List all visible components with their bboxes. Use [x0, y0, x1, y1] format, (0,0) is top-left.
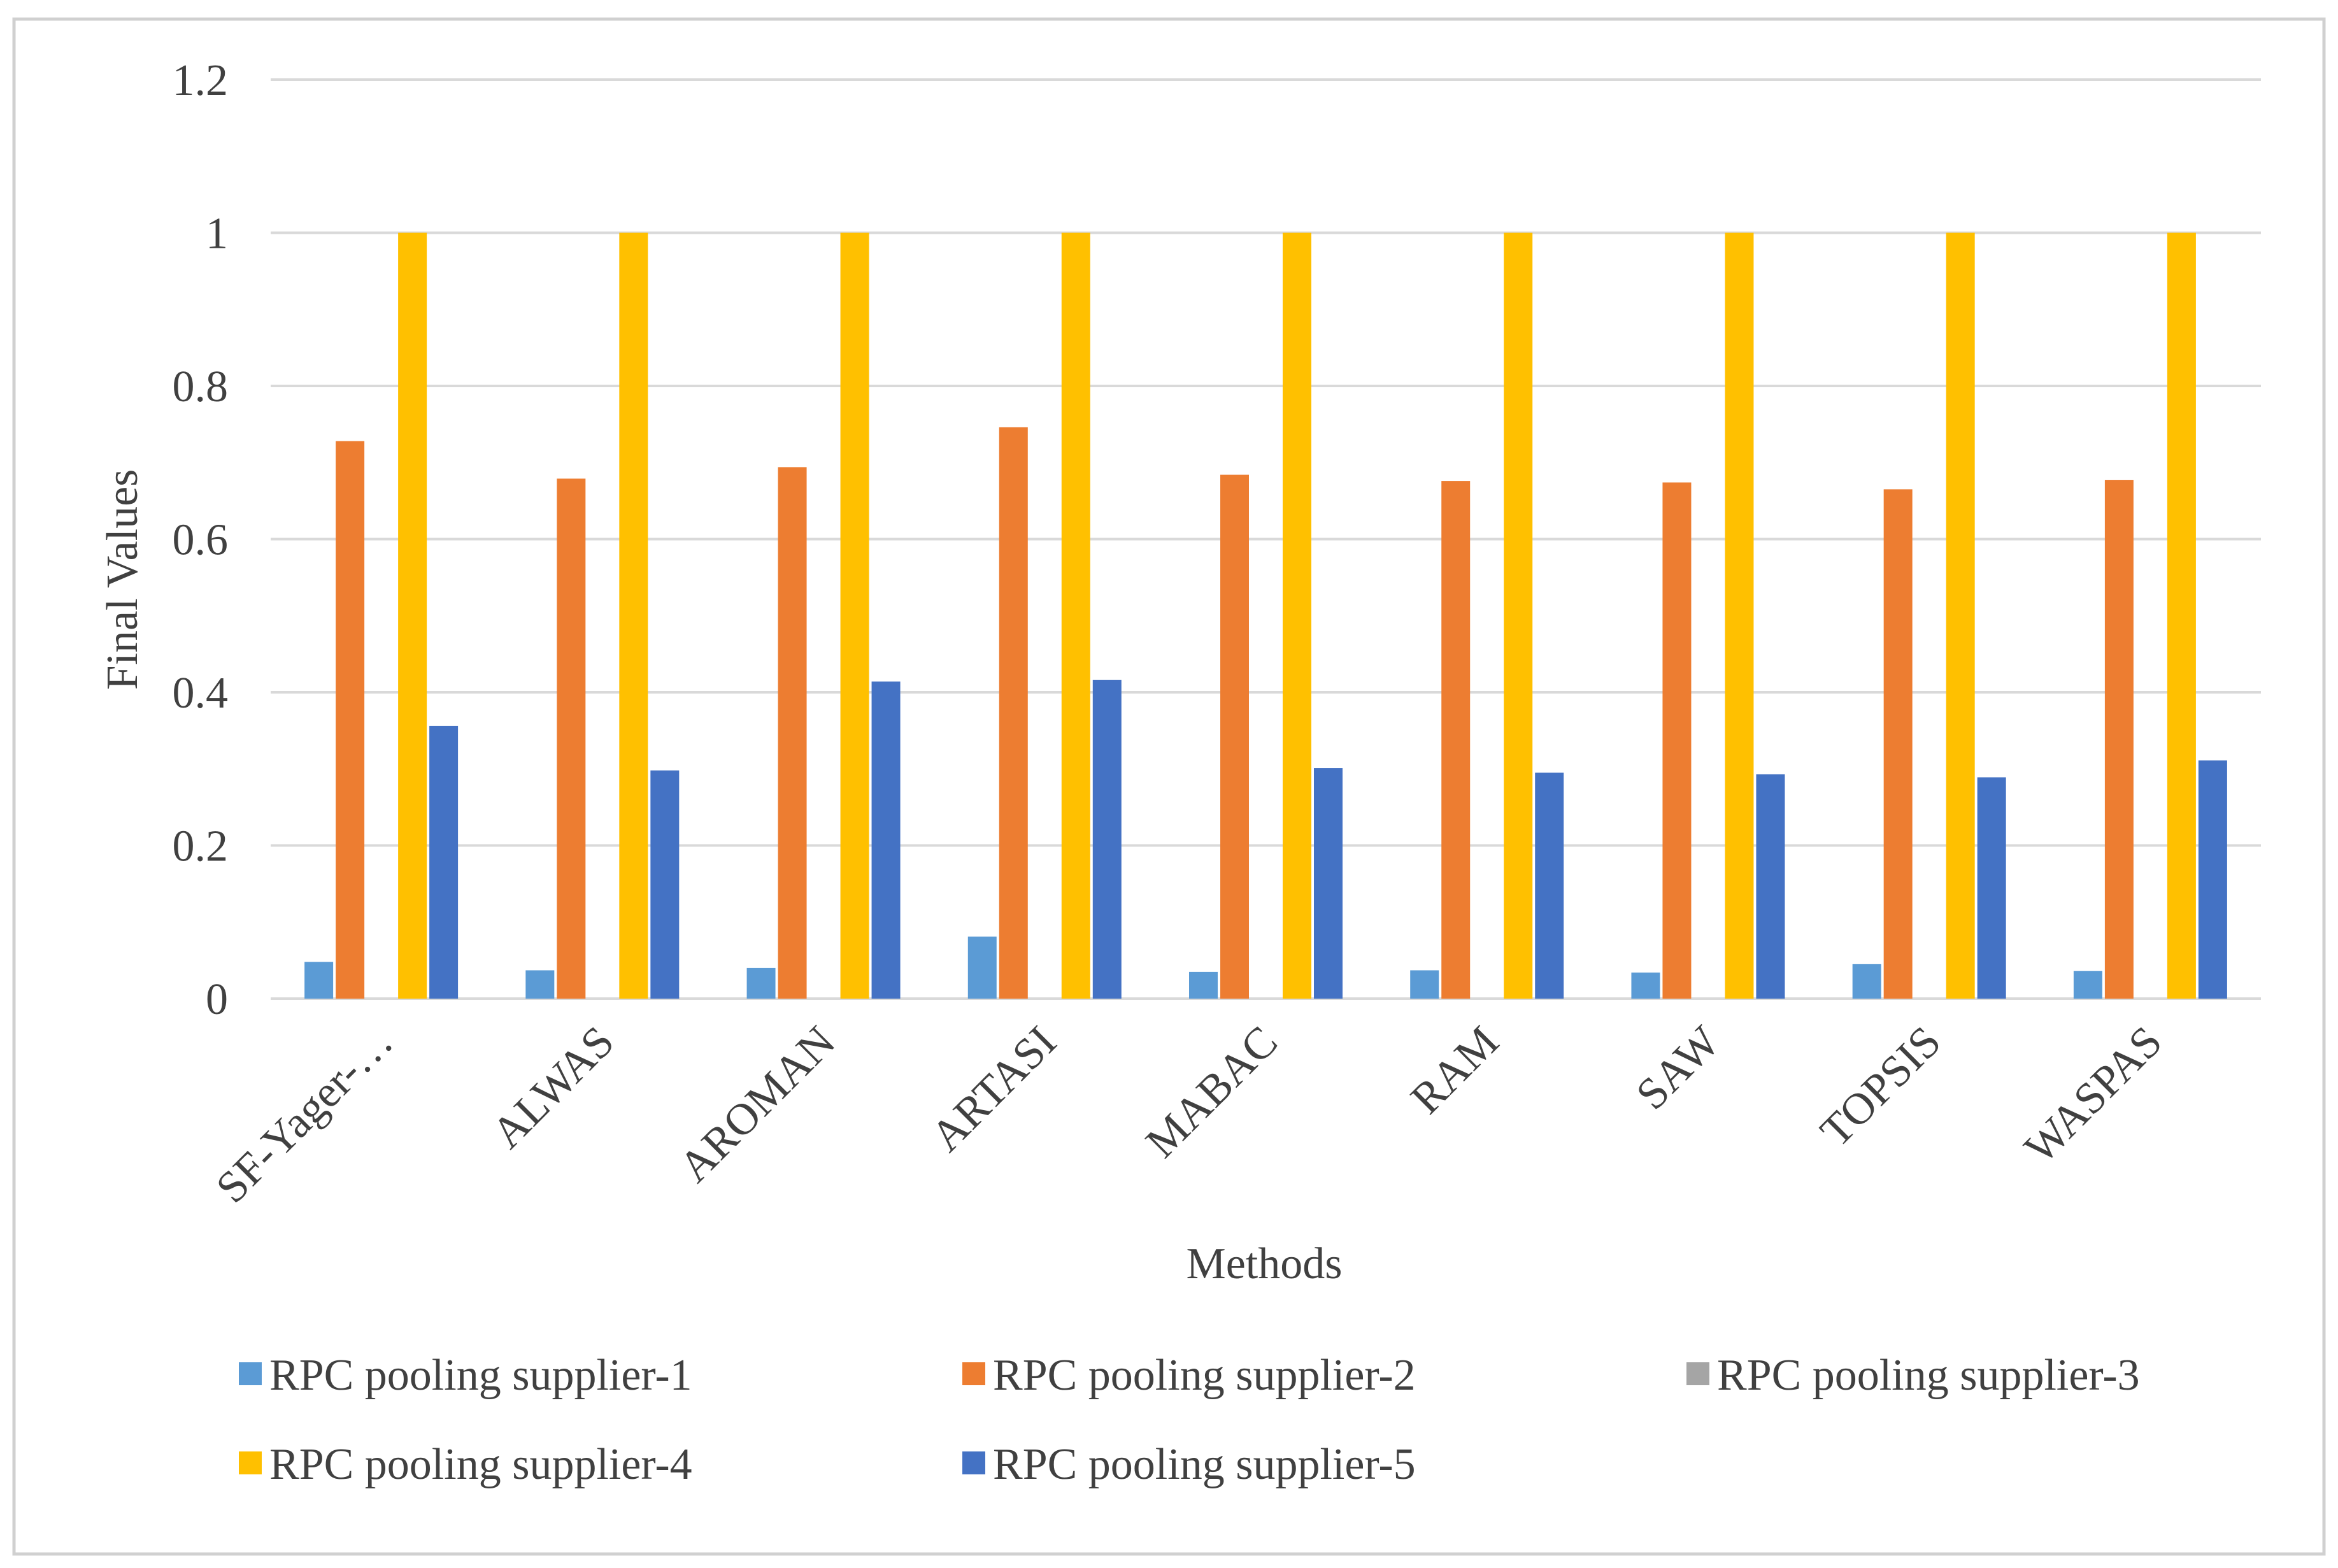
bar-1-aroman [746, 967, 776, 999]
bar-5-alwas [650, 770, 680, 999]
bar-4-saw [1725, 232, 1754, 999]
bar-1-topsis [1852, 964, 1881, 999]
legend-label: RPC pooling supplier-4 [269, 1440, 692, 1489]
y-tick-label: 0.2 [173, 822, 229, 871]
y-tick-label: 0.4 [173, 669, 229, 718]
legend-swatch [962, 1451, 985, 1474]
legend-swatch [239, 1362, 262, 1385]
bar-1-artasi [967, 936, 997, 999]
bar-4-waspas [2167, 232, 2196, 999]
legend-label: RPC pooling supplier-2 [993, 1351, 1416, 1400]
legend-swatch [1686, 1362, 1709, 1385]
x-axis-label: Methods [1187, 1239, 1343, 1288]
bar-2-sf-yager- [336, 441, 365, 999]
bar-1-mabac [1189, 971, 1218, 999]
bar-2-ram [1441, 481, 1471, 999]
bar-5-topsis [1977, 777, 2006, 999]
bar-1-sf-yager- [304, 962, 334, 999]
bar-5-artasi [1092, 680, 1122, 999]
y-axis-ticks: 0 0.2 0.4 0.6 0.8 1 1.2 [173, 56, 229, 1024]
bar-5-mabac [1314, 768, 1343, 999]
bar-1-alwas [525, 970, 555, 999]
legend: RPC pooling supplier-1 RPC pooling suppli… [239, 1351, 2140, 1489]
bar-2-topsis [1883, 489, 1913, 999]
legend-label: RPC pooling supplier-3 [1717, 1351, 2140, 1400]
bar-4-artasi [1061, 232, 1090, 999]
bar-5-ram [1535, 773, 1564, 999]
bar-2-mabac [1220, 474, 1249, 999]
bar-4-aroman [840, 232, 869, 999]
bar-1-ram [1410, 970, 1439, 999]
bar-2-aroman [778, 467, 807, 999]
bar-4-sf-yager- [398, 232, 427, 999]
y-tick-label: 0.8 [173, 362, 229, 411]
bar-4-mabac [1283, 232, 1311, 999]
bar-5-aroman [871, 681, 901, 999]
bar-2-alwas [557, 478, 586, 999]
y-tick-label: 0.6 [173, 516, 229, 565]
y-tick-label: 1.2 [173, 56, 229, 105]
bars [304, 232, 2227, 999]
bar-2-saw [1662, 482, 1692, 999]
bar-1-waspas [2073, 971, 2102, 999]
bar-4-alwas [619, 232, 648, 999]
bar-1-saw [1631, 973, 1660, 999]
bar-5-waspas [2198, 760, 2227, 999]
y-axis-label: Final Values [98, 469, 147, 690]
bar-2-artasi [999, 427, 1028, 999]
legend-label: RPC pooling supplier-5 [993, 1440, 1416, 1489]
y-tick-label: 1 [206, 210, 228, 259]
legend-label: RPC pooling supplier-1 [269, 1351, 692, 1400]
bar-5-sf-yager- [429, 725, 459, 999]
y-tick-label: 0 [206, 975, 228, 1024]
bar-4-ram [1504, 232, 1533, 999]
bar-5-saw [1756, 774, 1785, 999]
bar-4-topsis [1946, 232, 1975, 999]
legend-swatch [239, 1451, 262, 1474]
bar-2-waspas [2104, 480, 2134, 999]
gridlines [271, 78, 2261, 1000]
legend-swatch [962, 1362, 985, 1385]
